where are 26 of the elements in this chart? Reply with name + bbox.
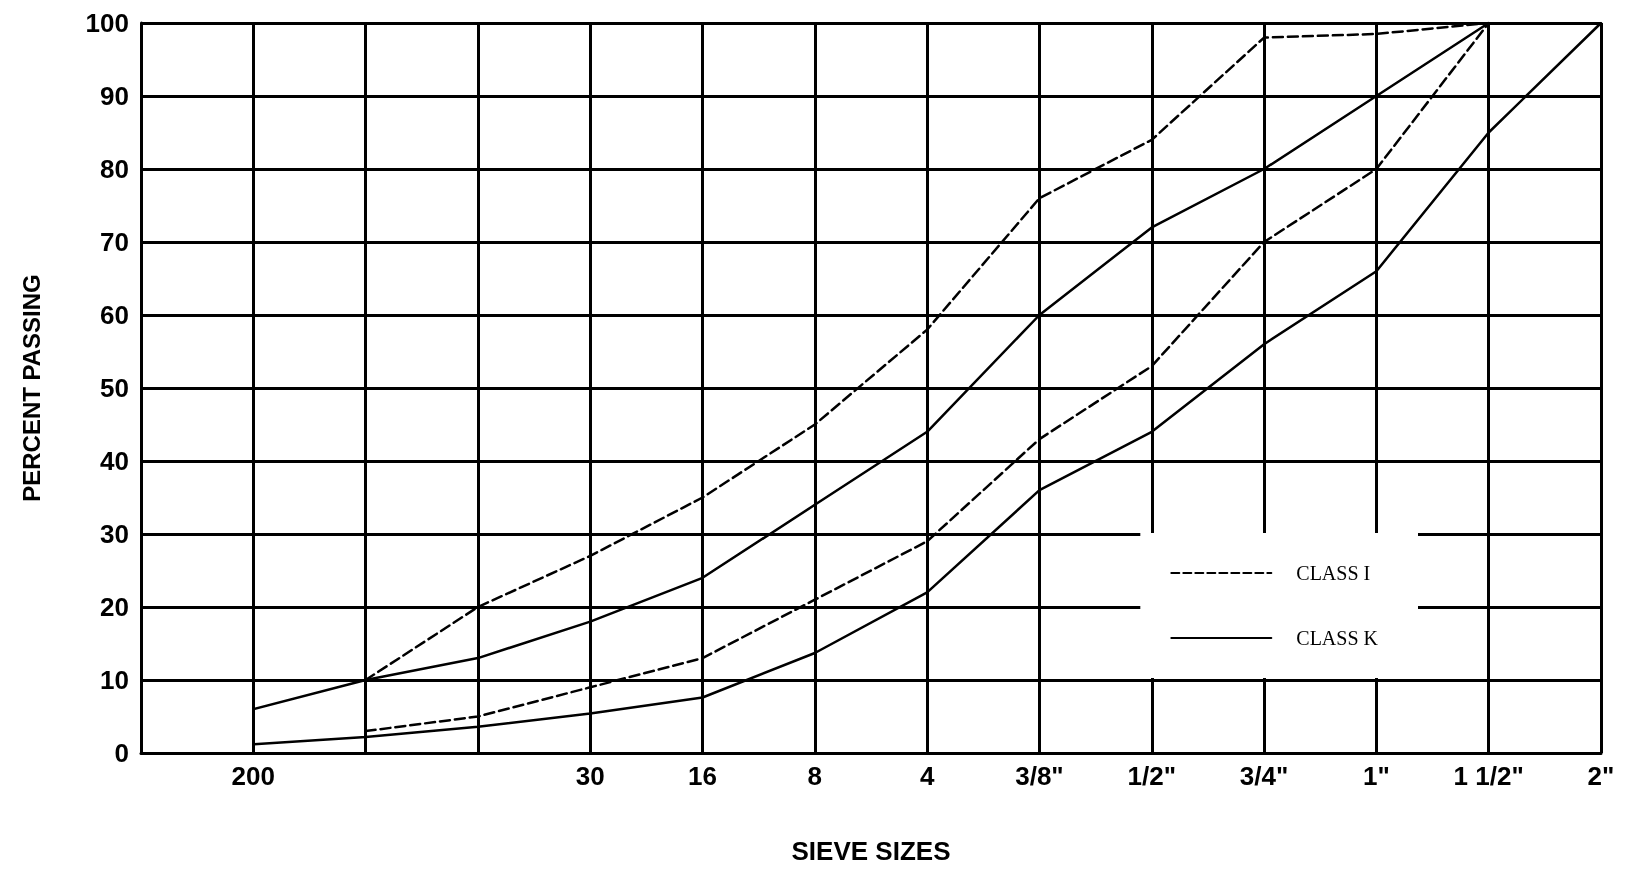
- x-tick-label: 30: [575, 761, 605, 791]
- x-tick-label: 3/8": [1015, 761, 1064, 791]
- x-tick-label: 16: [688, 761, 717, 791]
- x-tick-label: 200: [231, 761, 275, 791]
- legend-label: CLASS K: [1296, 627, 1379, 649]
- x-tick-label: 3/4": [1239, 761, 1289, 791]
- y-axis-title: PERCENT PASSING: [17, 274, 45, 502]
- y-tick-label: 0: [114, 738, 129, 768]
- y-tick-label: 40: [100, 446, 129, 476]
- y-tick-label: 30: [100, 519, 129, 549]
- y-tick-label: 90: [100, 81, 129, 111]
- x-tick-label: 1": [1362, 761, 1390, 791]
- legend-label: CLASS I: [1296, 562, 1371, 584]
- y-tick-label: 80: [100, 154, 129, 184]
- y-tick-label: 100: [85, 8, 129, 38]
- y-tick-label: 50: [100, 373, 129, 403]
- x-tick-label: 1 1/2": [1453, 761, 1524, 791]
- x-tick-label: 2": [1587, 761, 1615, 791]
- x-tick-label: 4: [919, 761, 935, 791]
- y-tick-label: 20: [100, 592, 129, 622]
- y-tick-label: 70: [100, 227, 129, 257]
- x-tick-label: 8: [807, 761, 823, 791]
- y-tick-label: 10: [100, 665, 129, 695]
- x-axis-title: SIEVE SIZES: [791, 836, 951, 866]
- x-tick-label: 1/2": [1127, 761, 1177, 791]
- y-tick-label: 60: [100, 300, 129, 330]
